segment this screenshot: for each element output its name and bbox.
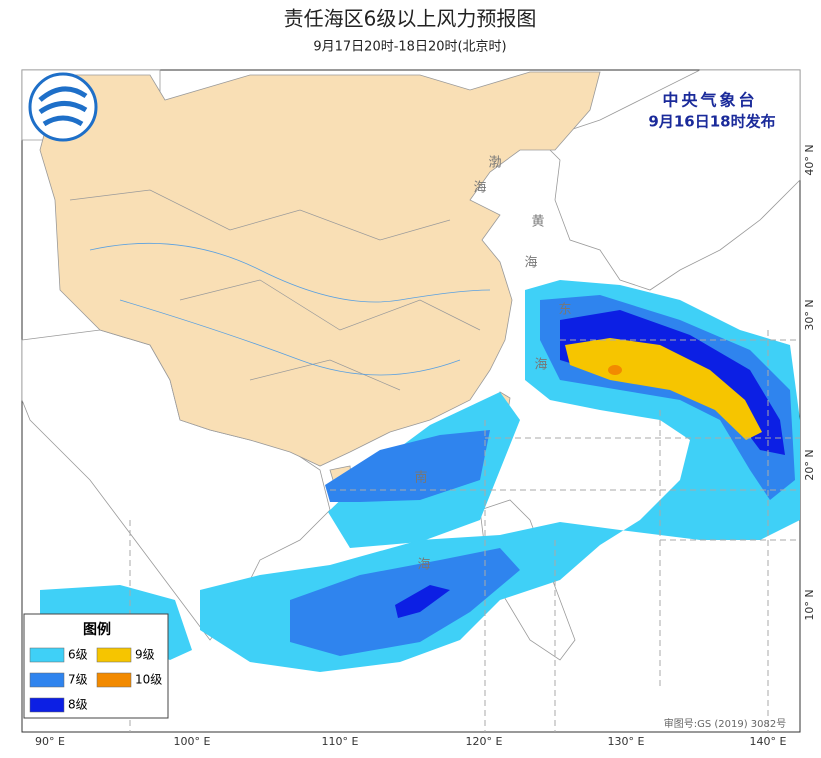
- rivers: [89, 242, 491, 376]
- legend-label: 9级: [135, 648, 155, 662]
- agency: 中央气象台: [662, 91, 757, 110]
- approval-number: 审图号:GS (2019) 3082号: [664, 717, 787, 730]
- wind-area: [325, 430, 490, 502]
- longitude-label: 120° E: [466, 735, 503, 748]
- subtitle: 9月17日20时-18日20时(北京时): [313, 40, 506, 55]
- legend-swatch: [29, 697, 65, 713]
- legend-title: 图例: [83, 621, 111, 638]
- sea-label: 东: [558, 303, 571, 318]
- wind-area: [395, 585, 450, 618]
- latitude-label: 30° N: [803, 299, 816, 330]
- longitude-label: 130° E: [608, 735, 645, 748]
- china-land: [39, 71, 601, 467]
- latitude-label: 10° N: [803, 589, 816, 620]
- legend-label: 6级: [68, 648, 88, 662]
- land: [539, 69, 801, 291]
- sea-label: 渤: [488, 155, 501, 171]
- longitude-label: 90° E: [35, 735, 65, 748]
- legend-label: 8级: [68, 698, 88, 712]
- axes: 90° E 100° E 110° E 120° E 130° E 140° E 40° N…: [35, 144, 816, 748]
- sea-label: 海: [417, 558, 430, 573]
- sea-label: 海: [524, 256, 537, 271]
- sea-label: 海: [534, 358, 547, 373]
- longitude-label: 110° E: [322, 735, 359, 748]
- wind-area: [565, 338, 762, 440]
- sea-label: 海: [473, 181, 486, 196]
- wind-areas: [40, 280, 800, 672]
- legend-swatch: [96, 672, 132, 688]
- sea-label: 南: [414, 470, 427, 486]
- latitude-label: 20° N: [803, 449, 816, 480]
- sea-label: 黄: [531, 215, 544, 230]
- longitude-label: 100° E: [174, 735, 211, 748]
- longitude-label: 140° E: [750, 735, 787, 748]
- legend: 图例 6级 7级 8级 9级 10级: [23, 613, 169, 719]
- province-borders: [69, 189, 481, 391]
- wind-area: [608, 365, 622, 375]
- legend-box: [23, 613, 169, 719]
- legend-swatch: [29, 672, 65, 688]
- legend-label: 7级: [68, 673, 88, 687]
- title: 责任海区6级以上风力预报图: [284, 7, 537, 31]
- legend-label: 10级: [135, 673, 162, 687]
- issue-time: 9月16日18时发布: [648, 113, 775, 131]
- latitude-label: 40° N: [803, 144, 816, 175]
- legend-swatch: [29, 647, 65, 663]
- legend-swatch: [96, 647, 132, 663]
- logo: [28, 72, 98, 142]
